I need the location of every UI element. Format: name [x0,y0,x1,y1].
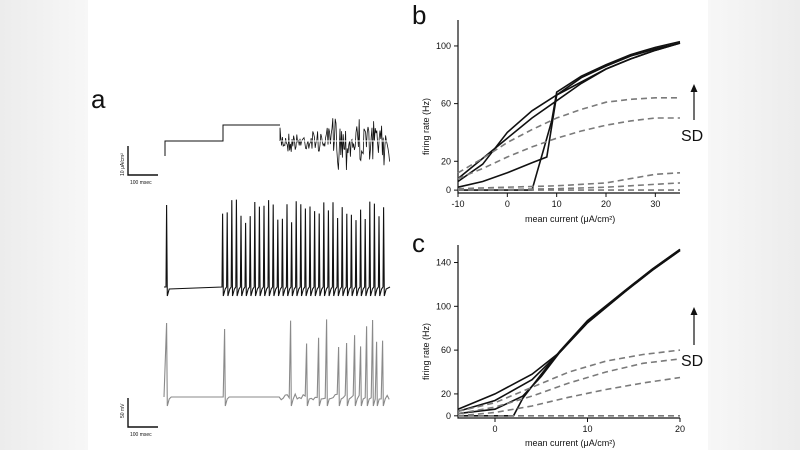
xtick-label: 10 [582,424,592,434]
xtick-label: 30 [650,199,660,209]
panel-a-label: a [91,84,106,114]
current-scale-label: 10 μA/cm² [120,153,126,176]
panel-a-voltage-black [164,199,391,297]
gray-voltage-trace [163,319,390,407]
series-dashed-3 [457,376,681,417]
ytick-label: 60 [441,345,451,355]
chart-b-axes [457,20,680,194]
series-solid-3 [457,42,681,188]
chart-c-axes [457,245,680,419]
chart-c-xlabel: mean current (μA/cm²) [525,438,615,448]
black-voltage-trace [164,199,391,297]
series-dashed-2 [457,358,681,415]
chart-c-sd-label: SD [681,353,703,370]
chart-b-sd-label: SD [681,128,703,145]
xtick-label: 0 [505,199,510,209]
voltage-scale-bar [127,398,158,428]
panel-c-label: c [412,228,425,258]
voltage-time-label: 100 msec [130,432,152,438]
ytick-label: 0 [446,411,451,421]
xtick-label: 10 [552,199,562,209]
ytick-label: 20 [441,389,451,399]
chart-b-xlabel: mean current (μA/cm²) [525,214,615,224]
chart-c-sd-arrowhead [690,307,698,315]
series-dashed-1 [457,97,680,174]
panel-b-label: b [412,0,426,30]
chart-b-ylabel: firing rate (Hz) [421,98,431,155]
xtick-label: 20 [675,424,685,434]
series-dashed-4 [457,182,681,191]
current-noise-trace [279,118,390,171]
chart-b-sd-arrowhead [690,84,698,92]
ytick-label: 60 [441,99,451,109]
series-dashed-1 [457,349,681,413]
panel-a-voltage-gray: 50 mV 100 msec [120,319,390,438]
panel-a-current: 10 μA/cm² 100 msec [120,118,390,186]
series-dashed-3 [457,172,681,190]
xtick-label: 20 [601,199,611,209]
ytick-label: 0 [446,185,451,195]
ytick-label: 140 [436,258,451,268]
current-step-trace [164,124,280,156]
series-solid-2 [457,249,681,413]
voltage-scale-label: 50 mV [120,403,126,418]
current-scale-bar [127,146,158,176]
ytick-label: 100 [436,301,451,311]
ytick-label: 100 [436,41,451,51]
series-solid-1 [457,42,681,180]
current-time-label: 100 msec [130,180,152,186]
series-solid-4 [458,40,681,191]
xtick-label: -10 [451,199,464,209]
series-solid-2 [457,42,681,183]
left-background [0,0,88,450]
right-background [708,0,800,450]
series-dashed-2 [457,117,680,180]
ytick-label: 20 [441,156,451,166]
xtick-label: 0 [492,424,497,434]
chart-c-ylabel: firing rate (Hz) [421,323,431,380]
series-solid-4 [458,248,681,417]
chart-c: 0 20 60 100 140 0 10 20 firing rate (Hz) mean … [421,245,703,448]
